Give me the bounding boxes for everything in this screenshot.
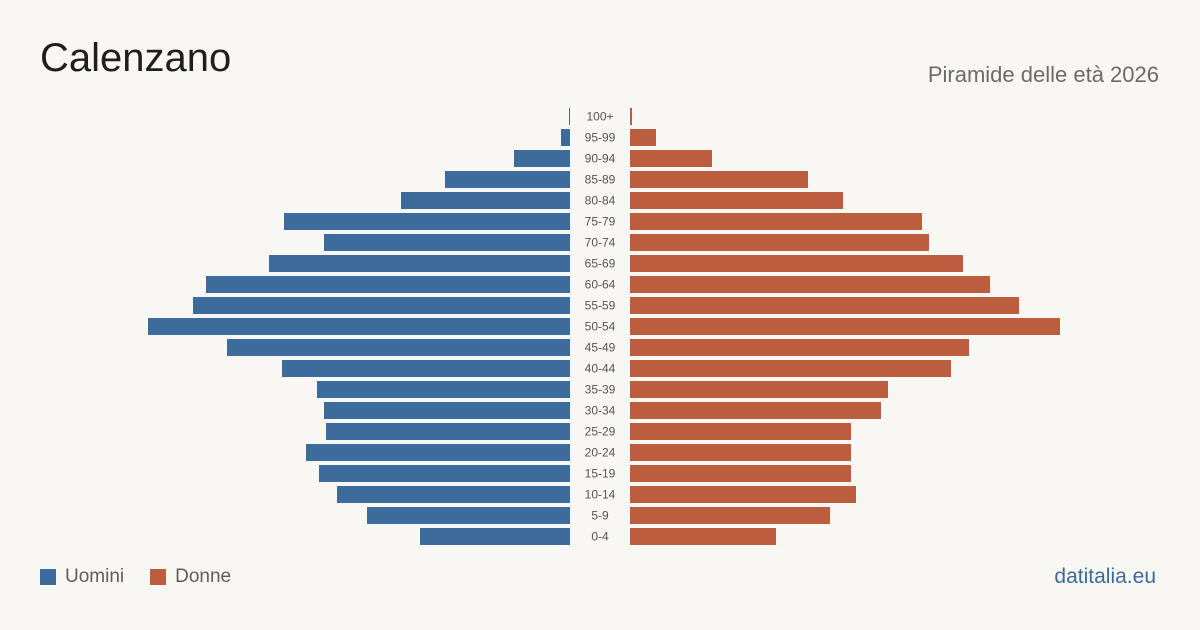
bar-men-35-39 — [317, 381, 570, 398]
bar-women-85-89 — [630, 171, 808, 188]
age-group-label: 15-19 — [585, 467, 616, 481]
bar-women-70-74 — [630, 234, 929, 251]
bar-men-95-99 — [561, 129, 570, 146]
bar-men-55-59 — [193, 297, 570, 314]
legend-label-men: Uomini — [65, 566, 125, 587]
age-group-label: 20-24 — [585, 446, 616, 460]
brand-link[interactable]: datitalia.eu — [1054, 565, 1156, 588]
bar-men-5-9 — [367, 507, 570, 524]
bar-women-25-29 — [630, 423, 851, 440]
bar-men-90-94 — [514, 150, 570, 167]
bar-women-65-69 — [630, 255, 963, 272]
bar-women-75-79 — [630, 213, 922, 230]
chart-subtitle: Piramide delle età 2026 — [927, 62, 1159, 87]
bar-men-85-89 — [445, 171, 570, 188]
bar-men-50-54 — [148, 318, 570, 335]
age-group-label: 55-59 — [585, 299, 616, 313]
legend-item-men: Uomini — [40, 566, 124, 588]
page-title: Calenzano — [40, 36, 232, 80]
bar-men-70-74 — [324, 234, 570, 251]
legend-swatch-women — [150, 569, 167, 585]
bar-men-15-19 — [319, 465, 570, 482]
bar-women-55-59 — [630, 297, 1019, 314]
age-group-label: 10-14 — [585, 488, 616, 502]
bar-men-80-84 — [401, 192, 570, 209]
bar-women-30-34 — [630, 402, 881, 419]
bar-men-0-4 — [420, 528, 570, 545]
legend-item-women: Donne — [150, 566, 231, 588]
age-group-label: 40-44 — [585, 362, 616, 376]
bar-men-10-14 — [337, 486, 570, 503]
age-group-label: 5-9 — [591, 509, 609, 523]
bar-women-90-94 — [630, 150, 712, 167]
age-group-label: 0-4 — [591, 530, 609, 544]
legend-swatch-men — [40, 569, 56, 585]
bar-women-45-49 — [630, 339, 969, 356]
age-group-label: 45-49 — [585, 341, 616, 355]
chart-legend: Uomini Donne — [40, 566, 257, 588]
age-group-label: 25-29 — [585, 425, 616, 439]
bar-men-65-69 — [269, 255, 570, 272]
legend-label-women: Donne — [175, 566, 232, 587]
bar-men-45-49 — [227, 339, 570, 356]
bar-women-35-39 — [630, 381, 888, 398]
bar-men-30-34 — [324, 402, 570, 419]
bar-women-50-54 — [630, 318, 1060, 335]
bar-men-60-64 — [206, 276, 570, 293]
bar-women-0-4 — [630, 528, 776, 545]
bar-women-40-44 — [630, 360, 951, 377]
bar-men-25-29 — [326, 423, 570, 440]
age-group-label: 80-84 — [585, 194, 616, 208]
bar-women-80-84 — [630, 192, 843, 209]
age-group-label: 60-64 — [585, 278, 616, 292]
age-group-label: 75-79 — [585, 215, 616, 229]
age-group-label: 90-94 — [585, 152, 616, 166]
age-group-label: 70-74 — [585, 236, 616, 250]
bar-men-100plus — [569, 108, 570, 125]
age-group-label: 35-39 — [585, 383, 616, 397]
age-group-label: 50-54 — [585, 320, 616, 334]
age-group-label: 85-89 — [585, 173, 616, 187]
bar-women-5-9 — [630, 507, 830, 524]
age-group-label: 100+ — [586, 110, 613, 124]
bar-men-75-79 — [284, 213, 570, 230]
age-group-label: 65-69 — [585, 257, 616, 271]
bar-women-10-14 — [630, 486, 856, 503]
bar-men-20-24 — [306, 444, 570, 461]
bar-women-20-24 — [630, 444, 851, 461]
bar-men-40-44 — [282, 360, 570, 377]
bar-women-60-64 — [630, 276, 990, 293]
age-group-label: 30-34 — [585, 404, 616, 418]
bar-women-15-19 — [630, 465, 851, 482]
age-group-label: 95-99 — [585, 131, 616, 145]
bar-women-100plus — [630, 108, 632, 125]
bar-women-95-99 — [630, 129, 656, 146]
